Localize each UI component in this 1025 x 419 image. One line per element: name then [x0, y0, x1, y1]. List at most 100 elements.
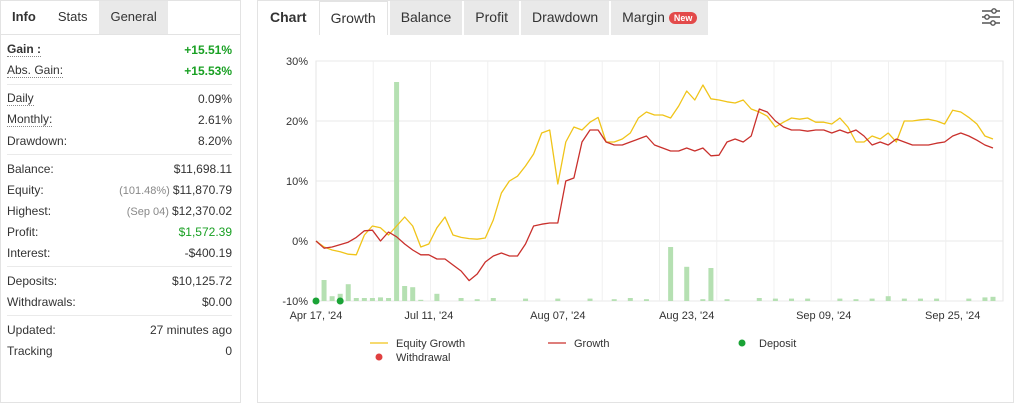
stat-equity: Equity: (101.48%) $11,870.79 — [7, 179, 232, 200]
deposit-bar — [402, 286, 408, 301]
daily-label[interactable]: Daily — [7, 90, 34, 106]
drawdown-label: Drawdown: — [7, 133, 68, 148]
stat-balance: Balance: $11,698.11 — [7, 158, 232, 179]
tab-info[interactable]: Info — [1, 1, 47, 34]
y-tick-label: 20% — [286, 116, 308, 128]
deposit-bar — [434, 293, 440, 301]
tab-general[interactable]: General — [98, 1, 168, 34]
deposit-bar — [321, 280, 327, 301]
tab-drawdown[interactable]: Drawdown — [520, 1, 610, 35]
stat-drawdown: Drawdown: 8.20% — [7, 130, 232, 151]
deposit-bar — [756, 298, 762, 301]
profit-label: Profit: — [7, 224, 39, 239]
y-tick-label: -10% — [282, 296, 308, 308]
deposit-bar — [901, 298, 907, 301]
new-badge: New — [668, 12, 698, 24]
drawdown-value: 8.20% — [197, 133, 232, 148]
tab-stats[interactable]: Stats — [46, 1, 99, 34]
balance-label: Balance: — [7, 161, 54, 176]
deposit-bar — [377, 297, 383, 301]
tracking-label: Tracking — [7, 343, 53, 358]
legend-label[interactable]: Deposit — [759, 338, 796, 350]
deposit-bar — [627, 298, 633, 301]
deposit-bar — [805, 298, 811, 301]
x-tick-label: Aug 23, '24 — [659, 310, 714, 322]
deposit-bar — [458, 298, 464, 301]
divider — [7, 266, 232, 267]
deposit-bar — [837, 298, 843, 301]
deposit-bar — [474, 299, 480, 301]
tab-margin-label: Margin — [622, 9, 665, 25]
x-tick-label: Apr 17, '24 — [290, 310, 343, 322]
deposit-bar — [369, 298, 375, 301]
highest-label: Highest: — [7, 203, 52, 218]
tab-margin[interactable]: Margin New — [611, 1, 709, 35]
tab-balance[interactable]: Balance — [389, 1, 463, 35]
stat-updated: Updated: 27 minutes ago — [7, 319, 232, 340]
deposit-bar — [555, 298, 561, 301]
y-tick-label: 30% — [286, 56, 308, 68]
tab-growth[interactable]: Growth — [318, 1, 388, 35]
deposit-bar — [917, 298, 923, 301]
growth-chart: 30% 20% 10% 0% -10% Apr 17, '24 Jul 11, '24 Au… — [258, 35, 1015, 403]
stat-withdrawals: Withdrawals: $0.00 — [7, 291, 232, 312]
monthly-value: 2.61% — [197, 112, 232, 127]
legend-swatch — [738, 339, 746, 347]
x-tick-label: Sep 09, '24 — [796, 310, 851, 322]
gain-label[interactable]: Gain : — [7, 41, 42, 57]
interest-value: -$400.19 — [184, 245, 232, 260]
stats-panel: Info Stats General Gain : +15.51% Abs. G… — [0, 0, 241, 403]
deposit-bar — [982, 297, 988, 301]
deposit-bar — [611, 299, 617, 301]
profit-value: $1,572.39 — [178, 224, 232, 239]
equity-value: $11,870.79 — [172, 182, 232, 197]
deposit-marker — [312, 297, 320, 305]
deposit-bar — [361, 298, 367, 301]
daily-value: 0.09% — [197, 91, 232, 106]
deposit-bar — [772, 298, 778, 301]
deposit-bar — [337, 293, 343, 301]
deposit-bar — [700, 299, 706, 301]
deposit-bar — [386, 298, 392, 301]
monthly-label[interactable]: Monthly: — [7, 111, 53, 127]
chart-panel: Chart Growth Balance Profit Drawdown Mar… — [257, 0, 1014, 403]
equity-note: (101.48%) — [119, 184, 170, 197]
stat-deposits: Deposits: $10,125.72 — [7, 270, 232, 291]
deposit-bar — [353, 298, 359, 301]
deposit-bar — [345, 284, 351, 301]
stat-interest: Interest: -$400.19 — [7, 242, 232, 263]
legend-label[interactable]: Equity Growth — [396, 338, 465, 350]
deposit-bar — [869, 298, 875, 301]
legend-label[interactable]: Withdrawal — [396, 352, 450, 364]
highest-value: $12,370.02 — [171, 203, 232, 218]
deposit-bar — [885, 296, 891, 301]
stat-profit: Profit: $1,572.39 — [7, 221, 232, 242]
deposit-bar — [587, 298, 593, 301]
deposit-bar — [934, 298, 940, 301]
legend-label[interactable]: Growth — [574, 338, 609, 350]
interest-label: Interest: — [7, 245, 51, 260]
tracking-value: 0 — [225, 343, 232, 358]
tab-profit[interactable]: Profit — [464, 1, 519, 35]
highest-note: (Sep 04) — [126, 205, 169, 218]
updated-label: Updated: — [7, 322, 56, 337]
deposit-bar — [394, 82, 400, 301]
deposit-bar — [410, 287, 416, 301]
updated-value: 27 minutes ago — [149, 322, 232, 337]
divider — [7, 315, 232, 316]
deposit-bar — [724, 299, 730, 301]
highest-value-wrap: (Sep 04) $12,370.02 — [127, 204, 232, 218]
stat-abs-gain: Abs. Gain: +15.53% — [7, 60, 232, 81]
deposit-bar — [853, 299, 859, 301]
abs-gain-label[interactable]: Abs. Gain: — [7, 62, 64, 78]
deposit-bar — [708, 268, 714, 301]
stat-gain: Gain : +15.51% — [7, 39, 232, 60]
chart-svg: 30% 20% 10% 0% -10% Apr 17, '24 Jul 11, '24 Au… — [282, 56, 1004, 364]
deposit-bar — [643, 299, 649, 301]
chart-title: Chart — [270, 9, 307, 25]
growth-line — [315, 108, 994, 282]
sliders-icon[interactable] — [981, 8, 1001, 26]
deposit-bar — [684, 266, 690, 301]
abs-gain-value: +15.53% — [184, 63, 232, 78]
x-tick-label: Jul 11, '24 — [404, 310, 453, 322]
